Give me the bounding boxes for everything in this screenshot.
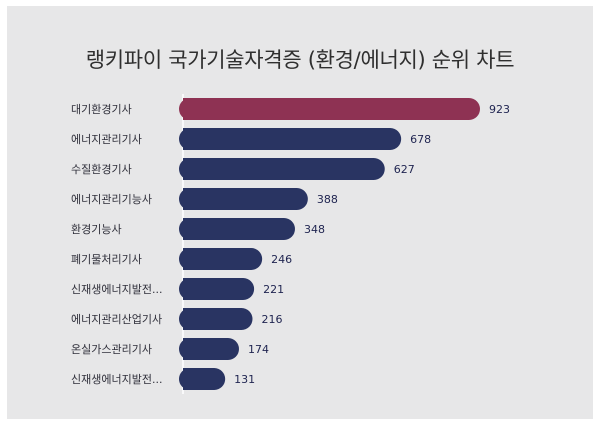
category-label: 수질환경기사 [71,163,132,176]
value-label: 131 [234,373,255,386]
bar-left-cap [183,368,205,390]
bar-left-cap [183,308,205,330]
category-label: 폐기물처리기사 [71,253,142,266]
value-label: 246 [271,253,292,266]
value-label: 221 [263,283,284,296]
category-label: 에너지관리산업기사 [71,313,162,326]
chart-card: 랭키파이 국가기술자격증 (환경/에너지) 순위 차트 대기환경기사 923 에너지… [7,6,593,419]
category-label: 신재생에너지발전... [71,373,162,386]
value-label: 627 [394,163,415,176]
value-label: 678 [410,133,431,146]
bar-left-cap [183,158,205,180]
category-label: 온실가스관리기사 [71,343,152,356]
value-label: 216 [262,313,283,326]
value-label: 348 [304,223,325,236]
bar-left-cap [183,98,205,120]
category-label: 대기환경기사 [71,103,132,116]
bar-left-cap [183,218,205,240]
bar-chart: 대기환경기사 923 에너지관리기사 678 수질환경기사 627 에너지관리기능사 388 환… [71,94,510,394]
category-label: 신재생에너지발전... [71,283,162,296]
bar [179,218,295,240]
value-label: 923 [489,103,510,116]
category-label: 에너지관리기능사 [71,193,152,206]
value-label: 388 [317,193,338,206]
bar-left-cap [183,188,205,210]
bar-left-cap [183,128,205,150]
bar-left-cap [183,338,205,360]
chart-title: 랭키파이 국가기술자격증 (환경/에너지) 순위 차트 [85,48,515,72]
bar-left-cap [183,248,205,270]
bar [179,98,480,120]
bar [179,158,385,180]
bar [179,128,402,150]
bar-left-cap [183,278,205,300]
bar [179,188,308,210]
category-label: 환경기능사 [71,223,122,236]
category-label: 에너지관리기사 [71,133,142,146]
value-label: 174 [248,343,269,356]
